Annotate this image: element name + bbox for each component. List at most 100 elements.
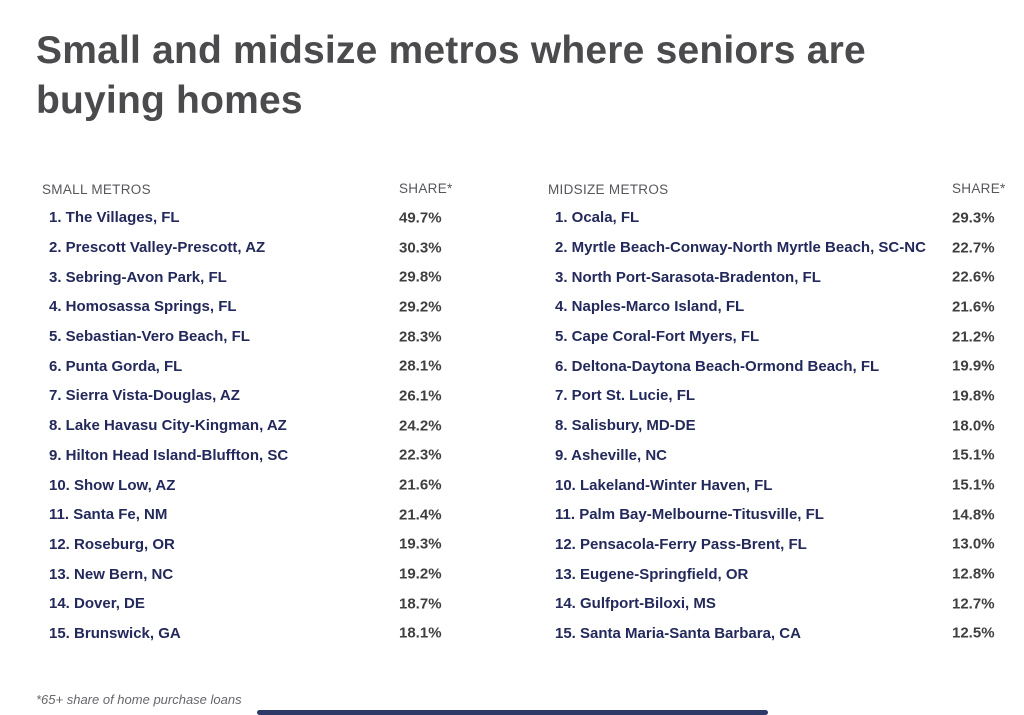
share-value: 22.3% xyxy=(399,446,442,464)
table-row: 7. Sierra Vista-Douglas, AZ 26.1% xyxy=(42,381,492,411)
table-row: 3. Sebring-Avon Park, FL 29.8% xyxy=(42,262,492,292)
share-value: 18.0% xyxy=(952,417,995,435)
metro-name: 1. The Villages, FL xyxy=(49,209,180,227)
share-value: 21.6% xyxy=(399,476,442,494)
share-value: 21.2% xyxy=(952,328,995,346)
metro-name: 6. Deltona-Daytona Beach-Ormond Beach, F… xyxy=(555,357,880,375)
metro-name: 7. Sierra Vista-Douglas, AZ xyxy=(49,387,240,405)
share-value: 26.1% xyxy=(399,387,442,405)
metro-name: 10. Show Low, AZ xyxy=(49,476,176,494)
metro-name: 12. Roseburg, OR xyxy=(49,535,175,553)
table-row: 1. The Villages, FL 49.7% xyxy=(42,203,492,233)
metro-name: 3. Sebring-Avon Park, FL xyxy=(49,268,227,286)
small-metros-table: SMALL METROS SHARE* 1. The Villages, FL … xyxy=(42,181,492,648)
share-value: 49.7% xyxy=(399,209,442,227)
metro-name: 1. Ocala, FL xyxy=(555,209,640,227)
table-row: 12. Roseburg, OR 19.3% xyxy=(42,530,492,560)
metro-name: 6. Punta Gorda, FL xyxy=(49,357,183,375)
metro-name: 9. Hilton Head Island-Bluffton, SC xyxy=(49,446,289,464)
table-row: 3. North Port-Sarasota-Bradenton, FL 22.… xyxy=(548,262,1018,292)
share-value: 15.1% xyxy=(952,446,995,464)
share-value: 18.7% xyxy=(399,595,442,613)
table-row: 4. Homosassa Springs, FL 29.2% xyxy=(42,292,492,322)
table-row: 14. Gulfport-Biloxi, MS 12.7% xyxy=(548,589,1018,619)
share-value: 19.3% xyxy=(399,535,442,553)
share-value: 28.1% xyxy=(399,357,442,375)
midsize-metros-table-header: MIDSIZE METROS SHARE* xyxy=(548,181,1018,197)
column-header-share: SHARE* xyxy=(952,181,1006,196)
midsize-metros-table-body: 1. Ocala, FL 29.3% 2. Myrtle Beach-Conwa… xyxy=(548,203,1018,648)
chart-title-line-1: Small and midsize metros where seniors a… xyxy=(36,29,866,72)
share-value: 21.6% xyxy=(952,298,995,316)
metro-name: 8. Lake Havasu City-Kingman, AZ xyxy=(49,417,287,435)
share-value: 13.0% xyxy=(952,535,995,553)
share-value: 14.8% xyxy=(952,506,995,524)
table-row: 15. Santa Maria-Santa Barbara, CA 12.5% xyxy=(548,619,1018,649)
column-header-share: SHARE* xyxy=(399,181,453,196)
metro-name: 11. Santa Fe, NM xyxy=(49,506,168,524)
metro-name: 14. Dover, DE xyxy=(49,595,145,613)
metro-name: 5. Cape Coral-Fort Myers, FL xyxy=(555,328,760,346)
share-value: 19.9% xyxy=(952,357,995,375)
metro-name: 2. Prescott Valley-Prescott, AZ xyxy=(49,239,266,257)
table-row: 6. Punta Gorda, FL 28.1% xyxy=(42,351,492,381)
metro-name: 13. New Bern, NC xyxy=(49,565,174,583)
table-row: 4. Naples-Marco Island, FL 21.6% xyxy=(548,292,1018,322)
table-row: 1. Ocala, FL 29.3% xyxy=(548,203,1018,233)
metro-name: 3. North Port-Sarasota-Bradenton, FL xyxy=(555,268,821,286)
share-value: 29.2% xyxy=(399,298,442,316)
column-header-midsize-metros: MIDSIZE METROS xyxy=(548,182,669,197)
small-metros-table-body: 1. The Villages, FL 49.7% 2. Prescott Va… xyxy=(42,203,492,648)
table-row: 2. Myrtle Beach-Conway-North Myrtle Beac… xyxy=(548,233,1018,263)
table-row: 5. Sebastian-Vero Beach, FL 28.3% xyxy=(42,322,492,352)
table-row: 7. Port St. Lucie, FL 19.8% xyxy=(548,381,1018,411)
share-value: 12.8% xyxy=(952,565,995,583)
share-value: 12.7% xyxy=(952,595,995,613)
metro-name: 5. Sebastian-Vero Beach, FL xyxy=(49,328,250,346)
metro-name: 4. Homosassa Springs, FL xyxy=(49,298,237,316)
table-row: 11. Santa Fe, NM 21.4% xyxy=(42,500,492,530)
table-row: 10. Lakeland-Winter Haven, FL 15.1% xyxy=(548,470,1018,500)
share-value: 22.7% xyxy=(952,239,995,257)
table-row: 8. Salisbury, MD-DE 18.0% xyxy=(548,411,1018,441)
share-value: 29.8% xyxy=(399,268,442,286)
table-row: 11. Palm Bay-Melbourne-Titusville, FL 14… xyxy=(548,500,1018,530)
table-row: 12. Pensacola-Ferry Pass-Brent, FL 13.0% xyxy=(548,530,1018,560)
table-row: 14. Dover, DE 18.7% xyxy=(42,589,492,619)
share-value: 18.1% xyxy=(399,624,442,642)
table-row: 13. Eugene-Springfield, OR 12.8% xyxy=(548,559,1018,589)
metro-name: 12. Pensacola-Ferry Pass-Brent, FL xyxy=(555,535,807,553)
share-value: 30.3% xyxy=(399,239,442,257)
metro-name: 2. Myrtle Beach-Conway-North Myrtle Beac… xyxy=(555,239,926,257)
midsize-metros-table: MIDSIZE METROS SHARE* 1. Ocala, FL 29.3%… xyxy=(548,181,1018,648)
table-row: 9. Asheville, NC 15.1% xyxy=(548,441,1018,471)
metro-name: 15. Santa Maria-Santa Barbara, CA xyxy=(555,624,801,642)
share-value: 28.3% xyxy=(399,328,442,346)
chart-title: Small and midsize metros where seniors a… xyxy=(36,26,866,126)
share-value: 21.4% xyxy=(399,506,442,524)
chart-title-line-2: buying homes xyxy=(36,79,303,122)
metro-name: 10. Lakeland-Winter Haven, FL xyxy=(555,476,773,494)
metro-name: 8. Salisbury, MD-DE xyxy=(555,417,696,435)
table-row: 8. Lake Havasu City-Kingman, AZ 24.2% xyxy=(42,411,492,441)
column-header-small-metros: SMALL METROS xyxy=(42,182,151,197)
table-row: 5. Cape Coral-Fort Myers, FL 21.2% xyxy=(548,322,1018,352)
metro-name: 13. Eugene-Springfield, OR xyxy=(555,565,749,583)
horizontal-scrollbar-thumb[interactable] xyxy=(257,710,768,715)
metro-name: 14. Gulfport-Biloxi, MS xyxy=(555,595,716,613)
table-row: 6. Deltona-Daytona Beach-Ormond Beach, F… xyxy=(548,351,1018,381)
metro-name: 11. Palm Bay-Melbourne-Titusville, FL xyxy=(555,506,824,524)
share-value: 29.3% xyxy=(952,209,995,227)
share-value: 15.1% xyxy=(952,476,995,494)
small-metros-table-header: SMALL METROS SHARE* xyxy=(42,181,492,197)
share-value: 19.2% xyxy=(399,565,442,583)
share-value: 19.8% xyxy=(952,387,995,405)
table-row: 13. New Bern, NC 19.2% xyxy=(42,559,492,589)
table-row: 15. Brunswick, GA 18.1% xyxy=(42,619,492,649)
metro-name: 9. Asheville, NC xyxy=(555,446,667,464)
share-value: 12.5% xyxy=(952,624,995,642)
table-row: 2. Prescott Valley-Prescott, AZ 30.3% xyxy=(42,233,492,263)
table-row: 10. Show Low, AZ 21.6% xyxy=(42,470,492,500)
share-value: 24.2% xyxy=(399,417,442,435)
